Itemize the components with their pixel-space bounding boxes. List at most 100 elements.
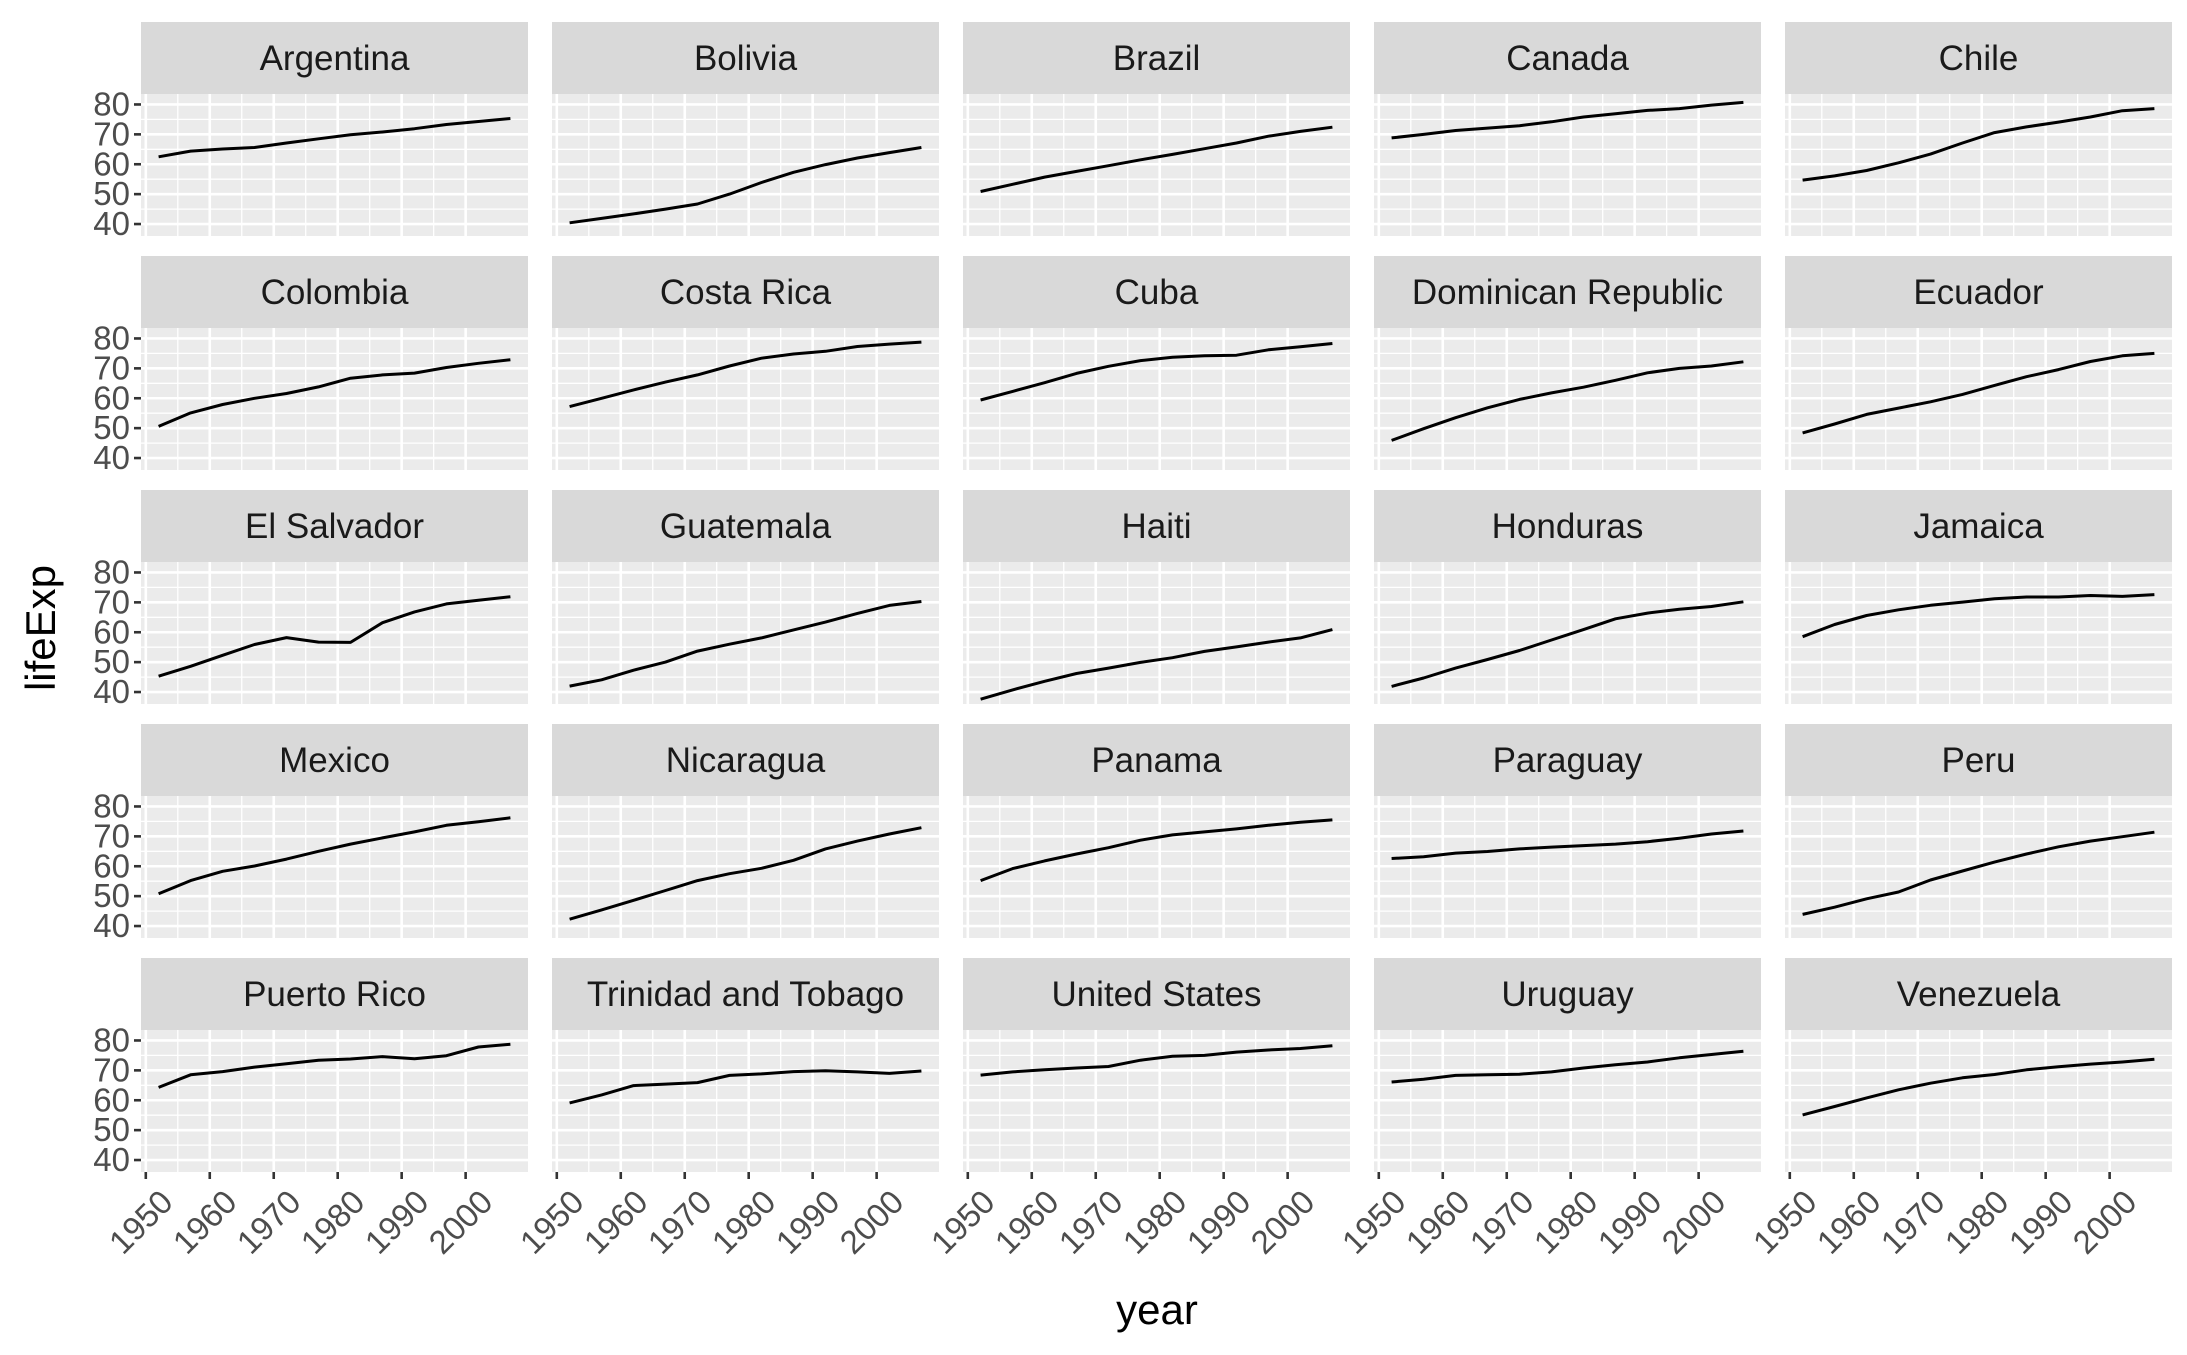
facet-strip-label: Bolivia	[694, 39, 798, 78]
y-tick-label: 80	[93, 787, 130, 824]
facet-panel-haiti: Haiti	[963, 490, 1350, 704]
facet-strip	[1374, 724, 1761, 796]
facet-strip-label: Costa Rica	[660, 273, 832, 312]
facet-panel-dominican-republic: Dominican Republic	[1374, 256, 1761, 470]
facet-strip	[1785, 958, 2172, 1030]
y-tick-label: 60	[93, 1081, 130, 1118]
facet-strip	[963, 256, 1350, 328]
y-tick-label: 70	[93, 817, 130, 854]
facet-strip	[1374, 490, 1761, 562]
series-line-mexico	[158, 816, 511, 896]
facet-strip	[552, 22, 939, 94]
y-tick-label: 50	[93, 175, 130, 212]
facet-strip-label: Mexico	[279, 741, 390, 780]
facet-strip	[141, 724, 528, 796]
facet-panel-chile: Chile	[1785, 22, 2172, 236]
facet-strip-label: Guatemala	[660, 507, 832, 546]
facet-strip	[552, 724, 939, 796]
series-line-haiti	[980, 628, 1333, 701]
facet-strip	[1785, 490, 2172, 562]
y-tick-label: 50	[93, 643, 130, 680]
facet-strip	[1374, 958, 1761, 1030]
y-tick-label: 60	[93, 847, 130, 884]
series-line-bolivia	[569, 146, 922, 225]
facet-strip-label: El Salvador	[245, 507, 424, 546]
series-line-el-salvador	[158, 595, 511, 678]
facet-strip-label: Brazil	[1113, 39, 1201, 78]
facet-strip-label: Venezuela	[1897, 975, 2061, 1014]
series-line-uruguay	[1391, 1049, 1744, 1084]
facet-strip	[141, 22, 528, 94]
facet-strip	[1374, 22, 1761, 94]
facet-strip-label: Colombia	[261, 273, 409, 312]
series-line-chile	[1802, 107, 2155, 182]
facet-strip	[141, 256, 528, 328]
series-line-guatemala	[569, 600, 922, 688]
facet-strip-label: Argentina	[260, 39, 410, 78]
series-line-panama	[980, 818, 1333, 883]
series-line-nicaragua	[569, 826, 922, 921]
y-tick-label: 70	[93, 583, 130, 620]
series-line-puerto-rico	[158, 1042, 511, 1089]
series-line-peru	[1802, 830, 2155, 916]
facet-panel-trinidad-and-tobago: Trinidad and Tobago195019601970198019902…	[513, 958, 939, 1261]
facet-strip-label: Jamaica	[1913, 507, 2044, 546]
facet-strip-label: Panama	[1091, 741, 1222, 780]
facet-strip-label: Trinidad and Tobago	[587, 975, 904, 1014]
facet-strip	[141, 490, 528, 562]
series-line-argentina	[158, 117, 511, 159]
y-axis-title: lifeExp	[17, 565, 64, 691]
series-line-venezuela	[1802, 1057, 2155, 1117]
series-line-jamaica	[1802, 593, 2155, 639]
facet-strip	[1785, 22, 2172, 94]
facet-strip-label: Honduras	[1492, 507, 1644, 546]
facet-strip-label: Cuba	[1115, 273, 1199, 312]
facet-strip-label: Haiti	[1121, 507, 1191, 546]
y-tick-label: 50	[93, 877, 130, 914]
y-tick-label: 80	[93, 553, 130, 590]
facet-strip-label: Ecuador	[1913, 273, 2044, 312]
series-line-paraguay	[1391, 829, 1744, 860]
series-line-dominican-republic	[1391, 360, 1744, 442]
facet-strip-label: Nicaragua	[666, 741, 826, 780]
facet-panel-bolivia: Bolivia	[552, 22, 939, 236]
facet-strip-label: Paraguay	[1493, 741, 1643, 780]
series-line-united-states	[980, 1044, 1333, 1077]
facet-strip	[552, 958, 939, 1030]
facet-strip	[552, 256, 939, 328]
facet-panel-brazil: Brazil	[963, 22, 1350, 236]
facet-strip-label: Puerto Rico	[243, 975, 426, 1014]
y-tick-label: 70	[93, 115, 130, 152]
facet-strip	[552, 490, 939, 562]
facet-strip-label: Chile	[1939, 39, 2019, 78]
y-tick-label: 60	[93, 379, 130, 416]
y-tick-label: 40	[93, 907, 130, 944]
facet-panel-honduras: Honduras	[1374, 490, 1761, 704]
facet-panel-jamaica: Jamaica	[1785, 490, 2172, 704]
y-tick-label: 70	[93, 1051, 130, 1088]
facet-panel-ecuador: Ecuador	[1785, 256, 2172, 470]
facet-panel-panama: Panama	[963, 724, 1350, 938]
y-tick-label: 80	[93, 1021, 130, 1058]
series-line-cuba	[980, 342, 1333, 402]
facet-strip-label: United States	[1051, 975, 1261, 1014]
y-tick-label: 40	[93, 1141, 130, 1178]
facet-panel-guatemala: Guatemala	[552, 490, 939, 704]
y-tick-label: 50	[93, 409, 130, 446]
y-tick-label: 40	[93, 205, 130, 242]
facet-strip	[963, 22, 1350, 94]
y-tick-label: 80	[93, 319, 130, 356]
series-line-canada	[1391, 100, 1744, 140]
facet-panel-cuba: Cuba	[963, 256, 1350, 470]
y-tick-label: 80	[93, 85, 130, 122]
y-tick-label: 40	[93, 673, 130, 710]
y-tick-label: 70	[93, 349, 130, 386]
facet-strip-label: Peru	[1942, 741, 2016, 780]
facet-strip	[963, 958, 1350, 1030]
